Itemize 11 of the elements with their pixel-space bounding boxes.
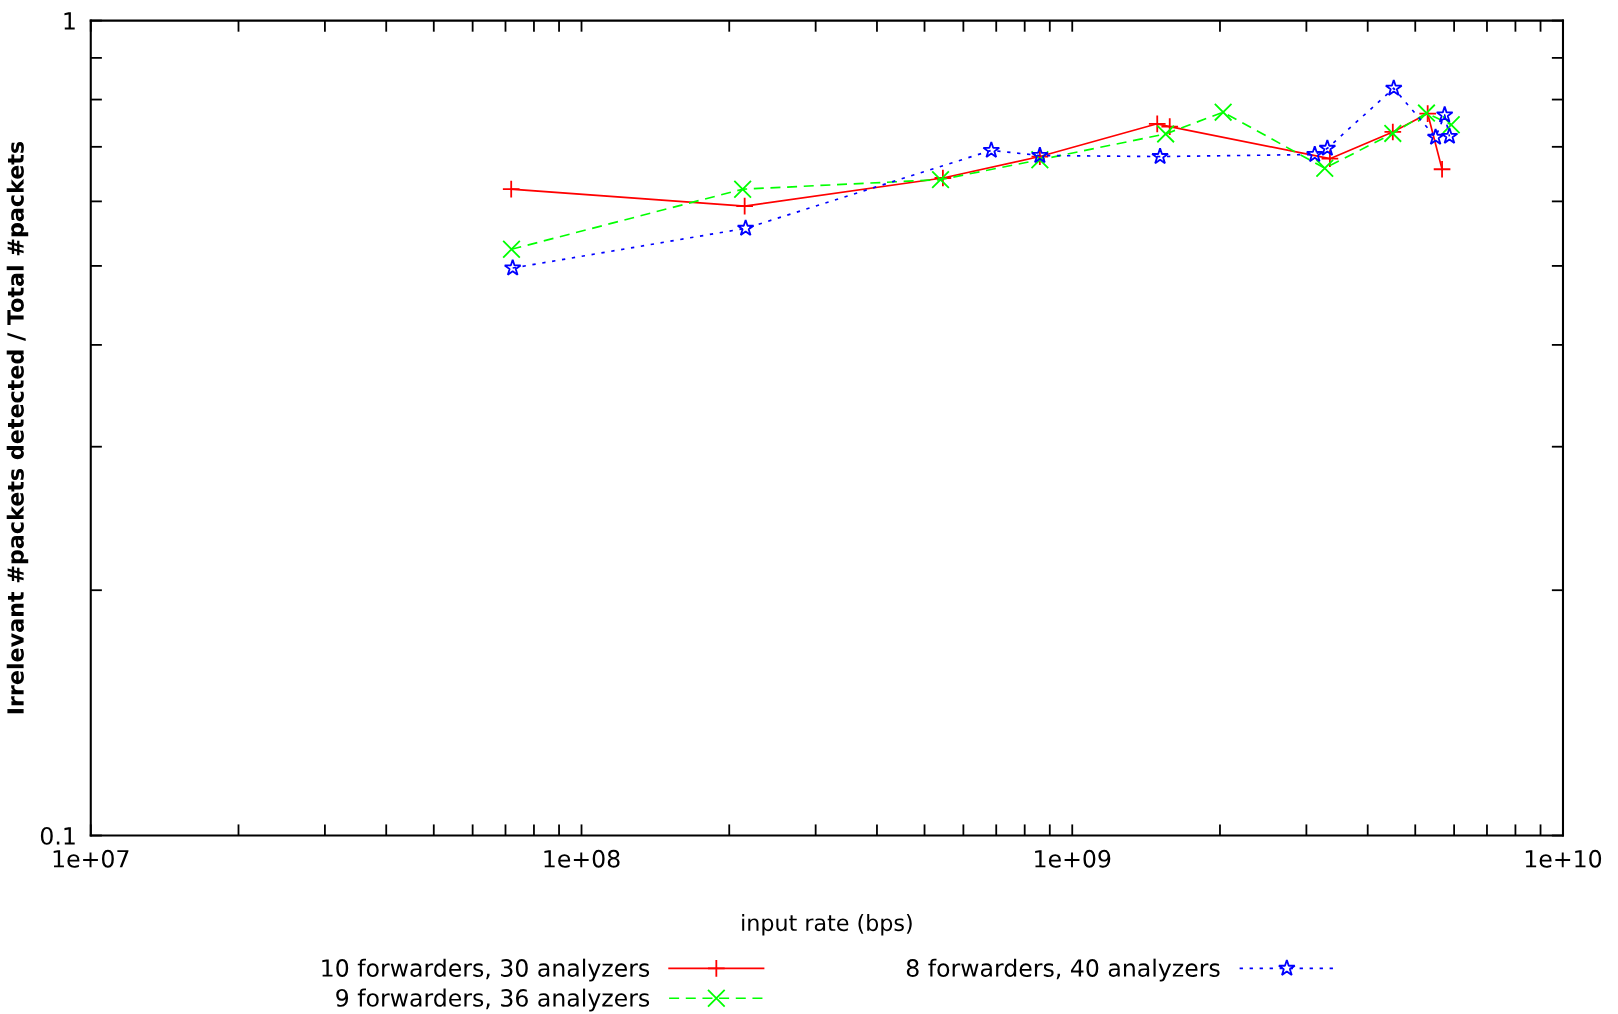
- legend-label: 10 forwarders, 30 analyzers: [322, 958, 650, 982]
- y-axis-title: Irrelevant #packets detected / Total #packets: [6, 141, 29, 714]
- x-axis-title: input rate (bps): [742, 913, 912, 936]
- x-tick-label: 1e+08: [544, 849, 620, 868]
- x-tick-label: 1e+07: [53, 849, 129, 868]
- x-tick-label: 1e+09: [1035, 849, 1111, 868]
- legend-label: 9 forwarders, 36 analyzers: [336, 988, 650, 1012]
- y-tick-label: 0.1: [40, 826, 75, 845]
- legend-label: 8 forwarders, 40 analyzers: [906, 958, 1220, 982]
- y-tick-label: 1: [64, 12, 75, 30]
- x-tick-label: 1e+10: [1525, 849, 1602, 868]
